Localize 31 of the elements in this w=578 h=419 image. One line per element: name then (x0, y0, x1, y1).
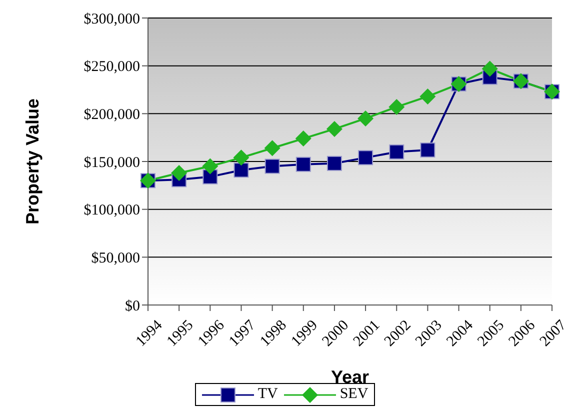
y-tick-label: $0 (125, 298, 140, 314)
point (389, 144, 404, 160)
point (420, 88, 436, 104)
y-axis-title: Property Value (22, 98, 42, 225)
point (234, 162, 249, 178)
y-tick-label: $100,000 (84, 202, 140, 219)
point (264, 140, 280, 156)
point (202, 158, 218, 174)
y-tick-label: $50,000 (91, 250, 140, 266)
point (358, 150, 374, 166)
y-tick-label: $250,000 (84, 59, 140, 76)
y-tick-label: $200,000 (84, 106, 140, 123)
x-tick-label: 1999 (288, 317, 321, 350)
point (482, 60, 498, 77)
y-tick-label: $150,000 (84, 154, 140, 171)
point (171, 164, 188, 181)
point (420, 142, 436, 158)
point (326, 156, 342, 171)
point (295, 130, 312, 147)
legend-label: TV (256, 386, 278, 403)
point (358, 110, 374, 126)
point (264, 158, 280, 174)
x-tick-label: 2001 (350, 317, 384, 350)
point (202, 169, 218, 184)
point (233, 150, 250, 166)
y-tick-label: $300,000 (84, 11, 140, 28)
legend-label: SEV (338, 386, 368, 403)
point (388, 98, 405, 115)
point (296, 156, 311, 172)
point (326, 120, 342, 137)
x-axis-title: Year (330, 367, 370, 387)
